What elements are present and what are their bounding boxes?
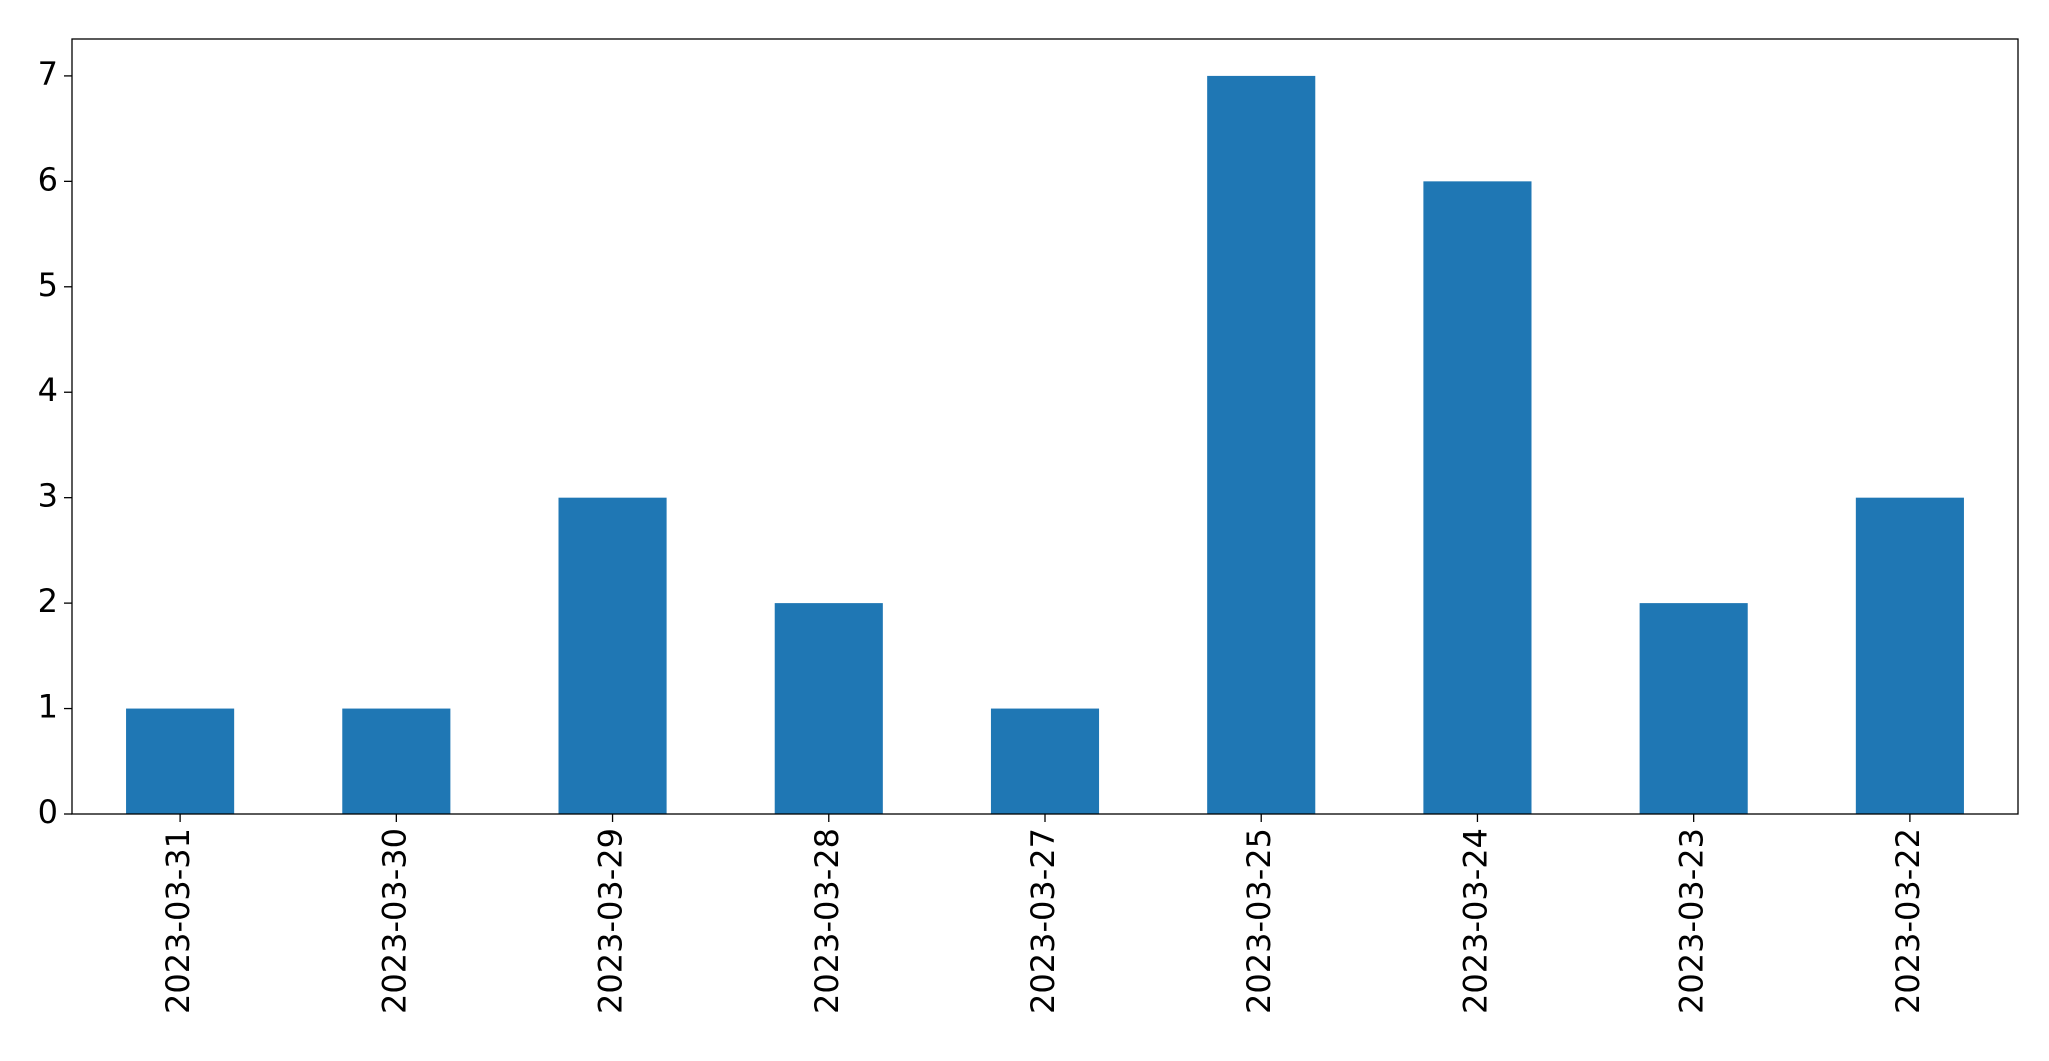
y-tick-label: 4	[38, 371, 58, 409]
bar	[1207, 75, 1316, 814]
bar	[1639, 603, 1748, 814]
bar	[1855, 497, 1964, 814]
y-tick-label: 2	[38, 582, 58, 620]
x-tick-label: 2023-03-24	[1456, 828, 1494, 1014]
y-tick-label: 0	[38, 793, 58, 831]
y-tick-label: 7	[38, 55, 58, 93]
x-tick-label: 2023-03-28	[808, 828, 846, 1014]
bar	[774, 603, 883, 814]
y-tick-label: 1	[38, 688, 58, 726]
y-tick-label: 3	[38, 477, 58, 515]
x-tick-label: 2023-03-30	[375, 828, 413, 1014]
x-tick-label: 2023-03-22	[1889, 828, 1927, 1014]
x-tick-label: 2023-03-23	[1673, 828, 1711, 1014]
bar	[126, 708, 235, 814]
bar	[990, 708, 1100, 814]
plot-frame	[71, 38, 2019, 815]
bar	[342, 708, 451, 814]
x-tick-label: 2023-03-25	[1240, 828, 1278, 1014]
bar	[558, 497, 667, 814]
bar	[1423, 181, 1532, 815]
x-tick-label: 2023-03-29	[592, 828, 630, 1014]
x-tick-label: 2023-03-31	[159, 828, 197, 1014]
x-tick-label: 2023-03-27	[1024, 828, 1062, 1014]
y-tick-label: 6	[38, 160, 58, 198]
y-tick-label: 5	[38, 266, 58, 304]
